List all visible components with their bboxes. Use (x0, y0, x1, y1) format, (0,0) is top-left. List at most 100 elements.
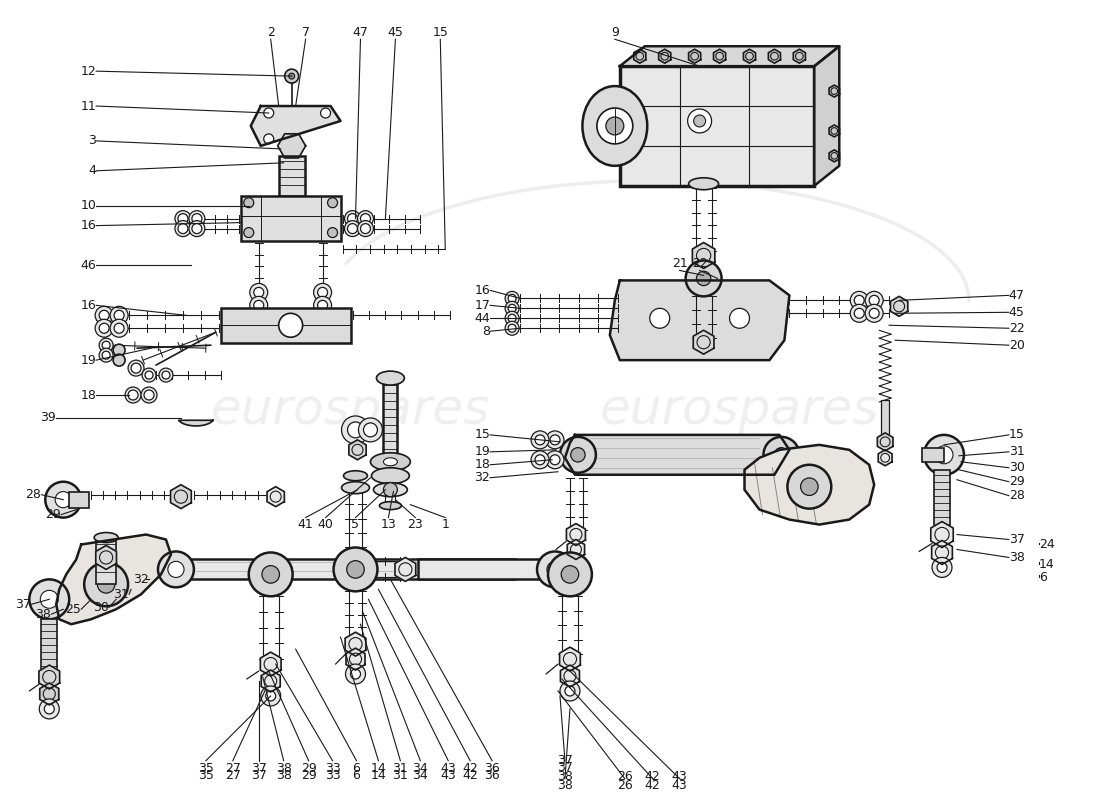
Circle shape (566, 554, 585, 571)
Text: eurospares: eurospares (600, 386, 879, 434)
Polygon shape (96, 546, 117, 570)
Circle shape (250, 283, 267, 302)
Text: 6: 6 (353, 762, 361, 775)
Text: 31: 31 (393, 762, 408, 775)
Bar (221, 308, 351, 343)
Polygon shape (814, 46, 839, 186)
Text: 38: 38 (276, 762, 292, 775)
Circle shape (128, 360, 144, 376)
Circle shape (250, 296, 267, 314)
Text: 31: 31 (1009, 446, 1024, 458)
Text: 45: 45 (387, 26, 404, 39)
Circle shape (288, 73, 295, 79)
Text: 28: 28 (1009, 489, 1025, 502)
Circle shape (96, 306, 113, 324)
Circle shape (850, 291, 868, 310)
Polygon shape (566, 523, 585, 546)
Circle shape (178, 214, 188, 224)
Text: 14: 14 (371, 762, 386, 775)
Circle shape (537, 551, 573, 587)
Circle shape (278, 314, 303, 338)
Circle shape (45, 482, 81, 518)
Text: 42: 42 (645, 770, 661, 783)
Text: 24: 24 (1038, 538, 1055, 551)
Text: 47: 47 (352, 26, 368, 39)
Circle shape (546, 431, 564, 449)
Polygon shape (178, 420, 213, 426)
Circle shape (145, 371, 153, 379)
Polygon shape (693, 330, 714, 354)
Circle shape (144, 390, 154, 400)
Text: 16: 16 (80, 299, 96, 312)
Polygon shape (560, 665, 580, 687)
Text: 1: 1 (441, 518, 449, 530)
Text: 36: 36 (484, 769, 500, 782)
Text: 35: 35 (198, 762, 213, 775)
Circle shape (694, 115, 705, 127)
Circle shape (41, 590, 58, 608)
Circle shape (348, 214, 358, 224)
Circle shape (869, 295, 879, 306)
Text: 32: 32 (474, 471, 491, 484)
Circle shape (606, 117, 624, 135)
Circle shape (189, 221, 205, 237)
Text: 11: 11 (80, 99, 96, 113)
Circle shape (597, 108, 632, 144)
Circle shape (314, 296, 331, 314)
Text: 42: 42 (645, 778, 661, 792)
Text: 43: 43 (440, 762, 456, 775)
Text: 43: 43 (672, 778, 688, 792)
Circle shape (244, 198, 254, 208)
Text: 25: 25 (65, 602, 81, 616)
Ellipse shape (373, 482, 407, 497)
Circle shape (531, 451, 549, 469)
Polygon shape (56, 534, 170, 624)
Bar (619, 66, 814, 186)
Text: 33: 33 (324, 769, 340, 782)
Bar (176, 559, 515, 579)
Circle shape (560, 681, 580, 701)
Text: 35: 35 (198, 769, 213, 782)
Circle shape (788, 465, 832, 509)
Text: 29: 29 (45, 508, 62, 521)
Polygon shape (745, 445, 874, 525)
Circle shape (328, 198, 338, 208)
Bar (384, 380, 397, 460)
Circle shape (685, 261, 722, 296)
Circle shape (320, 108, 331, 118)
Circle shape (102, 342, 110, 349)
Polygon shape (878, 433, 893, 451)
Circle shape (729, 308, 749, 328)
Circle shape (869, 308, 879, 318)
Circle shape (191, 224, 202, 234)
Ellipse shape (372, 468, 409, 484)
Text: 29: 29 (300, 769, 317, 782)
Polygon shape (345, 632, 366, 656)
Circle shape (351, 669, 361, 679)
Circle shape (384, 482, 397, 497)
Circle shape (344, 210, 361, 226)
Text: 15: 15 (1009, 428, 1025, 442)
Text: 18: 18 (80, 389, 96, 402)
Text: 27: 27 (224, 769, 241, 782)
Circle shape (531, 431, 549, 449)
Circle shape (318, 300, 328, 310)
Circle shape (508, 294, 516, 302)
Text: 38: 38 (557, 778, 573, 792)
Circle shape (158, 551, 194, 587)
Text: 47: 47 (1009, 289, 1025, 302)
Circle shape (508, 314, 516, 322)
Polygon shape (267, 486, 284, 506)
Text: 34: 34 (412, 762, 428, 775)
Circle shape (508, 324, 516, 332)
Polygon shape (609, 281, 790, 360)
Circle shape (550, 435, 560, 445)
Circle shape (932, 558, 952, 578)
Text: 45: 45 (1009, 306, 1025, 319)
Text: 14: 14 (371, 769, 386, 782)
Circle shape (763, 437, 800, 473)
Ellipse shape (341, 482, 370, 494)
Text: 39: 39 (41, 411, 56, 425)
Polygon shape (744, 50, 756, 63)
Bar (42, 619, 57, 679)
